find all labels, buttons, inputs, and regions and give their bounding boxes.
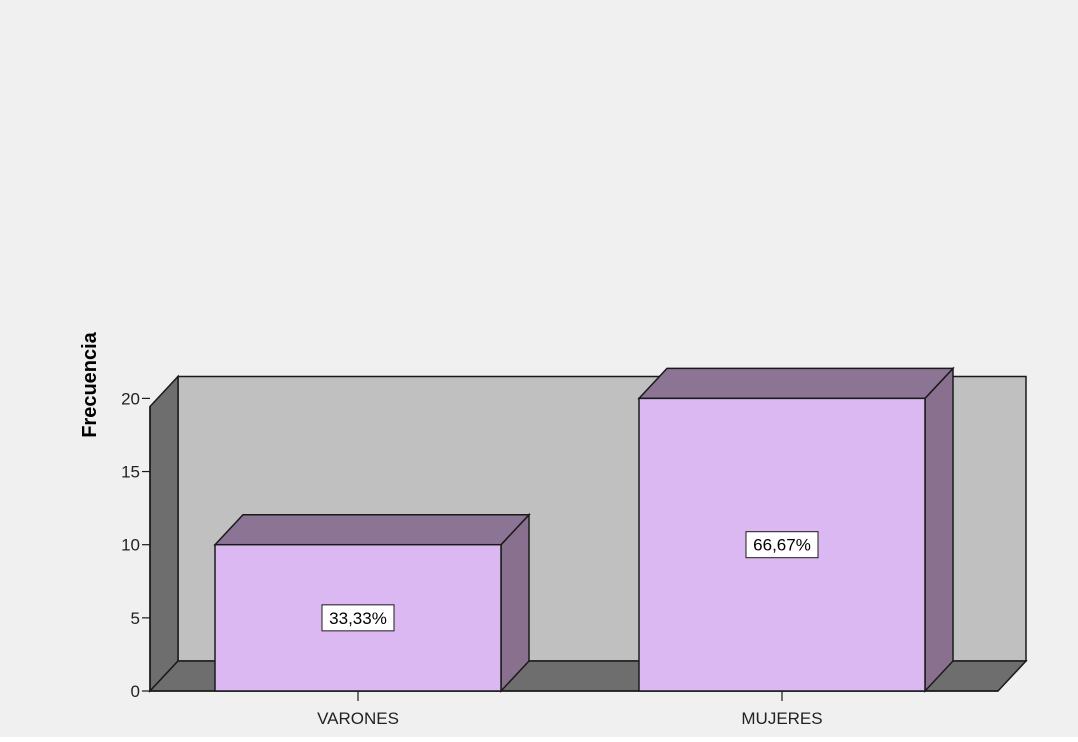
x-axis-ticks: VARONES MUJERES bbox=[317, 691, 823, 728]
y-tick-label: 0 bbox=[131, 682, 140, 701]
bar-top bbox=[637, 367, 955, 400]
data-label-box bbox=[321, 604, 395, 632]
y-tick-label: 15 bbox=[121, 463, 140, 482]
bars: 33,33% 66,67% bbox=[213, 366, 955, 693]
data-label-box bbox=[745, 531, 819, 559]
bar-side bbox=[924, 366, 954, 693]
x-tick-label: VARONES bbox=[317, 709, 399, 728]
data-label: 66,67% bbox=[753, 536, 811, 555]
bar-varones: 33,33% bbox=[213, 512, 531, 693]
y-tick-label: 20 bbox=[121, 389, 140, 408]
x-tick-label: MUJERES bbox=[741, 709, 822, 728]
bar-mujeres: 66,67% bbox=[637, 366, 955, 693]
y-tick-label: 10 bbox=[121, 536, 140, 555]
y-axis-ticks: 0 5 10 15 20 bbox=[121, 389, 150, 701]
y-axis-label: Frecuencia bbox=[79, 331, 101, 437]
left-side-wall bbox=[149, 374, 179, 693]
data-label: 33,33% bbox=[329, 609, 387, 628]
y-tick-label: 5 bbox=[131, 609, 140, 628]
bar-top bbox=[213, 513, 531, 546]
